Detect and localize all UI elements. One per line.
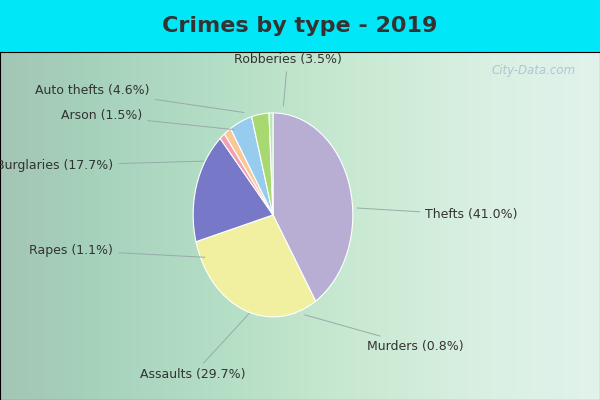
Text: Burglaries (17.7%): Burglaries (17.7%)	[0, 159, 203, 172]
Text: Assaults (29.7%): Assaults (29.7%)	[140, 313, 250, 381]
Wedge shape	[230, 117, 273, 215]
Text: Rapes (1.1%): Rapes (1.1%)	[29, 244, 205, 257]
Text: Crimes by type - 2019: Crimes by type - 2019	[163, 16, 437, 36]
Wedge shape	[220, 134, 273, 215]
Wedge shape	[196, 215, 316, 317]
Wedge shape	[224, 128, 273, 215]
Wedge shape	[273, 113, 353, 301]
Text: Auto thefts (4.6%): Auto thefts (4.6%)	[35, 84, 244, 112]
Text: Robberies (3.5%): Robberies (3.5%)	[233, 53, 341, 106]
Wedge shape	[269, 113, 273, 215]
Text: City-Data.com: City-Data.com	[492, 64, 576, 77]
Text: Thefts (41.0%): Thefts (41.0%)	[357, 208, 518, 222]
Text: Arson (1.5%): Arson (1.5%)	[61, 109, 234, 130]
Wedge shape	[251, 113, 273, 215]
Text: Murders (0.8%): Murders (0.8%)	[305, 315, 464, 352]
Wedge shape	[193, 138, 273, 242]
